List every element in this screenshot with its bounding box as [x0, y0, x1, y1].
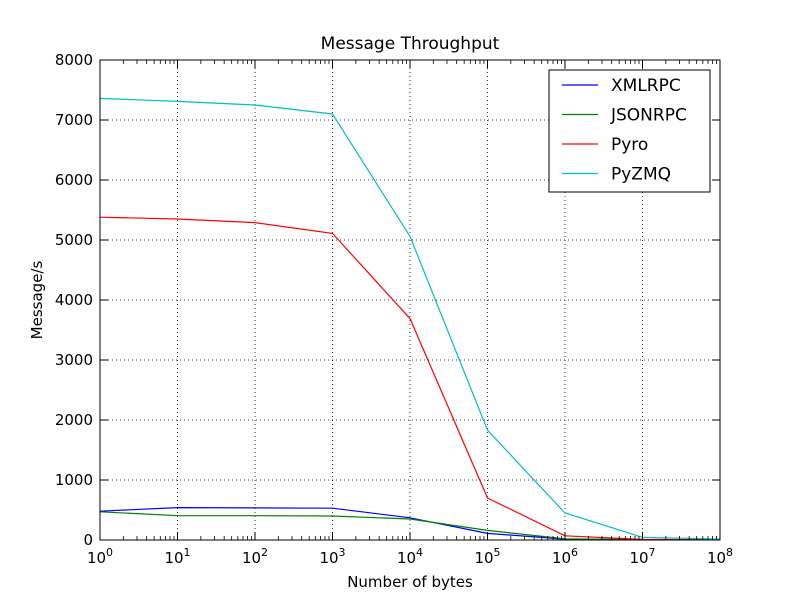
x-axis-label: Number of bytes — [347, 573, 473, 591]
x-tick-label: 100 — [87, 546, 113, 567]
y-tick-label: 2000 — [55, 411, 93, 429]
y-tick-label: 6000 — [55, 171, 93, 189]
x-tick-label: 101 — [164, 546, 190, 567]
x-tick-label: 104 — [397, 546, 423, 567]
x-tick-label: 108 — [707, 546, 733, 567]
y-tick-label: 8000 — [55, 51, 93, 69]
x-tick-labels: 100 101 102 103 104 105 106 107 108 — [87, 546, 733, 567]
x-tick-label: 106 — [552, 546, 578, 567]
x-tick-label: 107 — [629, 546, 655, 567]
x-tick-label: 103 — [319, 546, 345, 567]
legend-box — [548, 69, 711, 193]
y-axis-label: Message/s — [28, 261, 46, 340]
y-tick-label: 7000 — [55, 111, 93, 129]
y-tick-label: 3000 — [55, 351, 93, 369]
y-tick-label: 1000 — [55, 471, 93, 489]
chart-title: Message Throughput — [321, 34, 500, 54]
series-line-jsonrpc — [99, 511, 721, 541]
legend-label: JSONRPC — [610, 106, 687, 126]
series-line-pyro — [99, 216, 721, 541]
legend-label: PyZMQ — [611, 165, 671, 185]
legend-label: XMLRPC — [611, 76, 681, 96]
x-tick-label: 102 — [242, 546, 268, 567]
y-tick-label: 0 — [83, 531, 93, 549]
y-tick-labels: 0 1000 2000 3000 4000 5000 6000 7000 8000 — [55, 51, 93, 549]
legend: XMLRPC JSONRPC Pyro PyZMQ — [548, 69, 711, 193]
axis-ticks — [99, 59, 721, 541]
legend-label: Pyro — [611, 135, 648, 155]
y-tick-label: 4000 — [55, 291, 93, 309]
series-line-pyzmq — [99, 97, 721, 540]
y-tick-label: 5000 — [55, 231, 93, 249]
x-tick-label: 105 — [474, 546, 500, 567]
